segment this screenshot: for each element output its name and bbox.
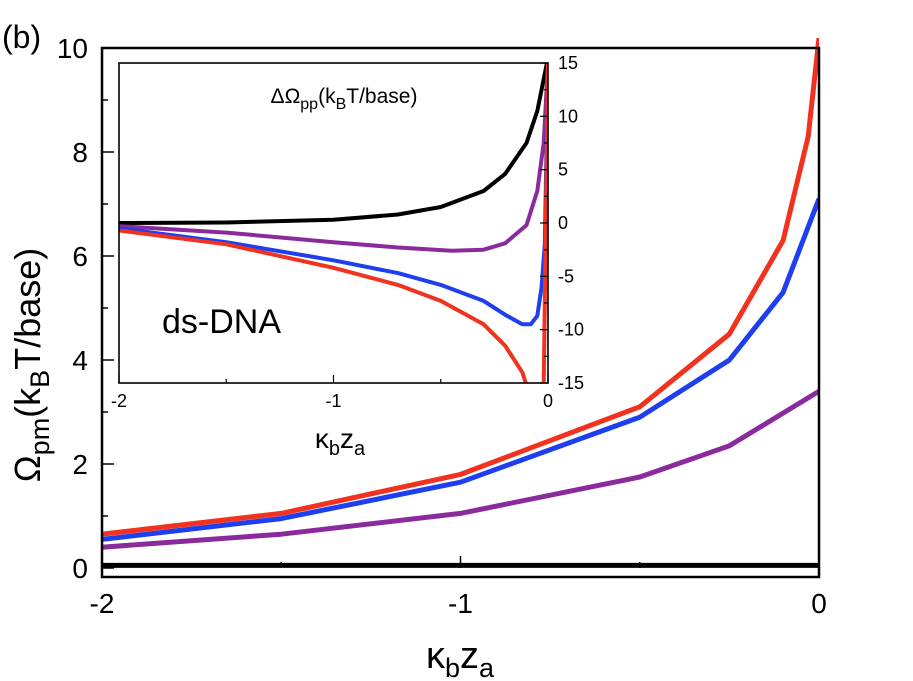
x-label-kappa: κ xyxy=(426,635,446,677)
main-series-line-2 xyxy=(102,197,819,542)
y-label-omega: Ω xyxy=(7,455,48,482)
inset-series-line-3 xyxy=(119,63,548,383)
inset-x-label-z: z xyxy=(340,423,354,454)
inset-x-tick-label-0: -2 xyxy=(111,391,127,411)
inset-y-tick-label-2: -5 xyxy=(558,266,574,286)
inset-x-tick-label-1: -1 xyxy=(325,391,341,411)
y-label-sub-b: B xyxy=(25,370,55,388)
y-label-tail: T/base) xyxy=(7,248,48,370)
inset-title-sub-b: B xyxy=(336,96,347,113)
inset-x-label-sub-b: b xyxy=(329,438,340,460)
main-x-axis-label: κbza xyxy=(426,635,495,681)
y-label-sub-pm: pm xyxy=(25,418,55,456)
main-y-tick-label-3: 6 xyxy=(72,241,88,272)
main-y-tick-label-5: 10 xyxy=(57,33,88,64)
main-x-tick-label-2: 0 xyxy=(811,588,827,619)
inset-y-tick-label-3: 0 xyxy=(558,213,568,233)
inset-x-label-kappa: κ xyxy=(315,423,330,454)
main-x-tick-label-0: -2 xyxy=(90,588,115,619)
inset-y-tick-label-6: 15 xyxy=(558,53,578,73)
inset-x-label-sub-a: a xyxy=(354,438,366,460)
x-label-sub-b: b xyxy=(445,653,460,681)
inset-y-tick-label-0: -15 xyxy=(558,373,584,393)
inset-series-line-1 xyxy=(119,63,548,253)
x-label-z: z xyxy=(460,635,479,677)
main-y-tick-label-1: 2 xyxy=(72,449,88,480)
x-label-sub-a: a xyxy=(479,653,495,681)
main-series-line-3 xyxy=(102,38,819,537)
inset-title-delta-omega: ΔΩ xyxy=(271,85,301,108)
inset-x-tick-label-2: 0 xyxy=(543,391,553,411)
main-y-tick-label-2: 4 xyxy=(72,345,88,376)
inset-y-tick-label-5: 10 xyxy=(558,106,578,126)
inset-title: ΔΩpp(kBT/base) xyxy=(271,85,418,113)
main-series-line-1 xyxy=(102,389,819,550)
inset-title-sub-pp: pp xyxy=(300,96,318,113)
main-y-tick-label-4: 8 xyxy=(72,137,88,168)
inset-series-line-2 xyxy=(119,63,548,327)
inset-y-tick-label-1: -10 xyxy=(558,320,584,340)
inset-series-line-0 xyxy=(119,63,548,225)
panel-label: (b) xyxy=(2,19,41,55)
y-label-paren-k: (k xyxy=(7,387,48,418)
ds-dna-annotation: ds-DNA xyxy=(162,303,281,341)
inset-title-tail: T/base) xyxy=(346,85,417,108)
inset-title-paren-k: (k xyxy=(318,85,336,108)
inset-y-tick-label-4: 5 xyxy=(558,160,568,180)
main-x-tick-label-1: -1 xyxy=(448,588,473,619)
inset-x-axis-label: κbza xyxy=(315,423,366,460)
main-plot-frame xyxy=(100,46,821,579)
main-series xyxy=(102,38,819,568)
main-y-axis-label: Ωpm(kBT/base) xyxy=(7,248,55,483)
inset-series xyxy=(119,63,548,383)
main-y-tick-label-0: 0 xyxy=(72,553,88,584)
inset-plot-frame xyxy=(118,62,549,384)
